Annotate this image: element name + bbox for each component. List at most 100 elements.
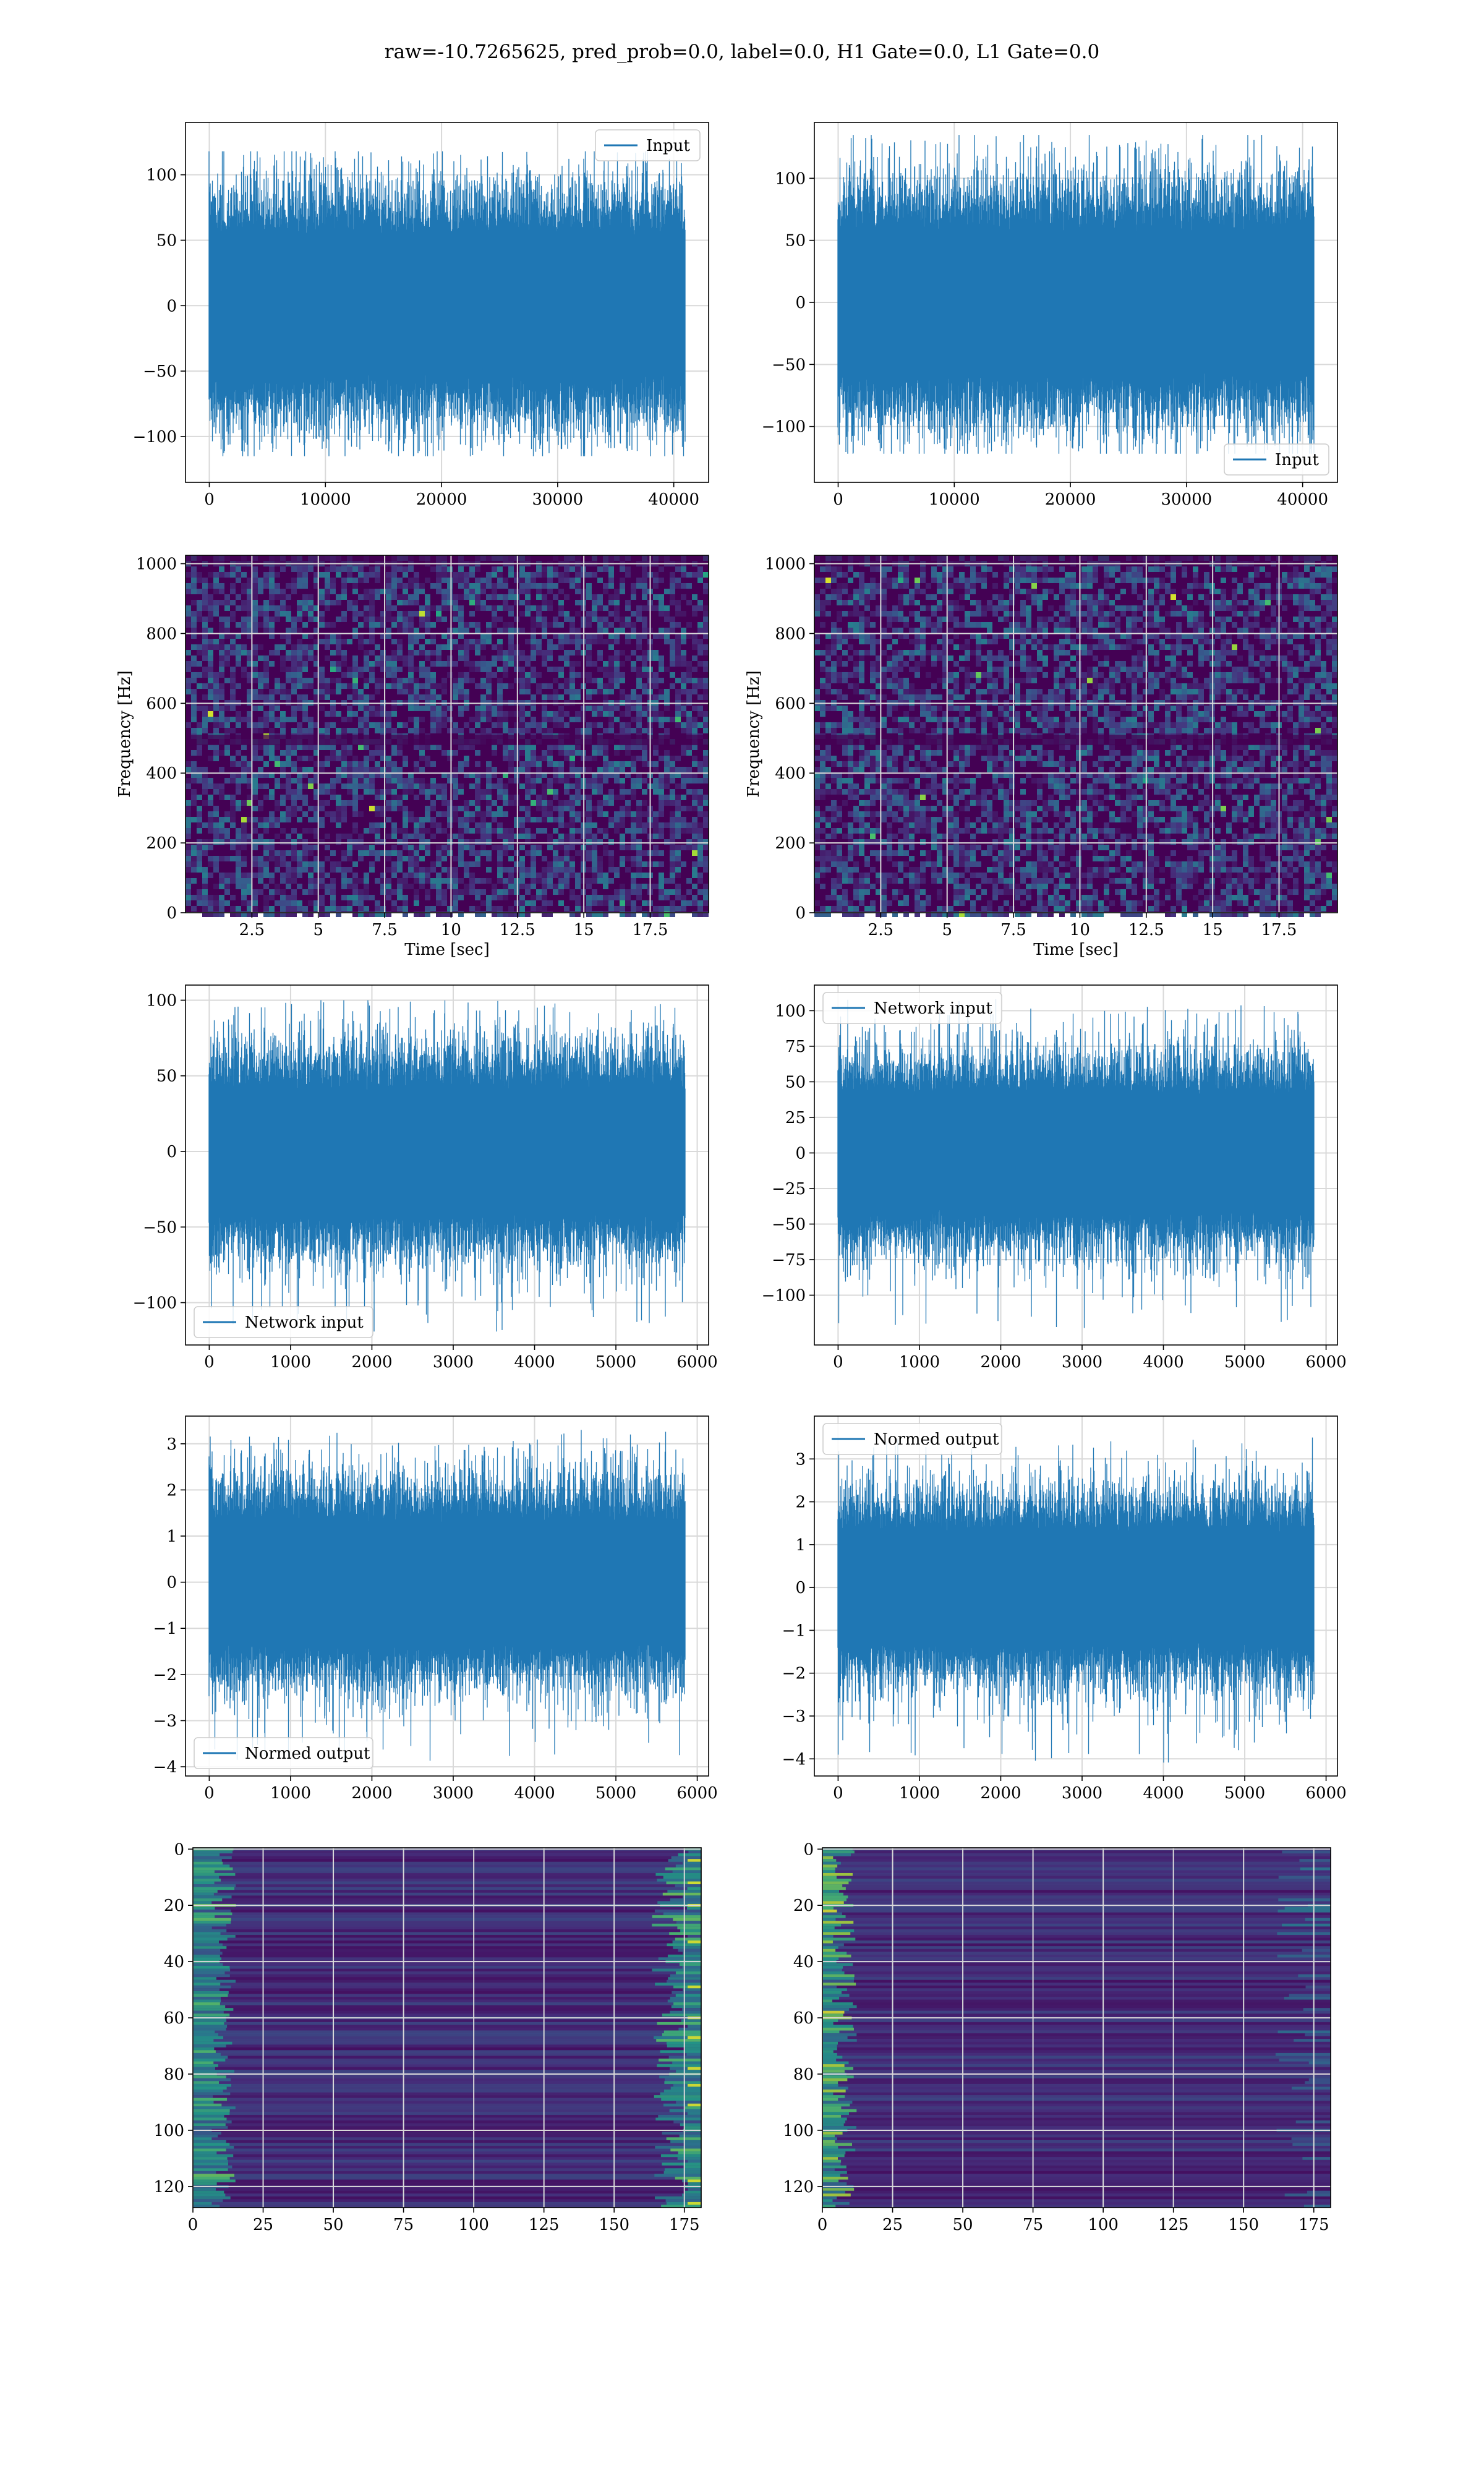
heatmap-cell bbox=[391, 655, 397, 661]
heatmap-cell bbox=[275, 889, 280, 895]
heatmap-cell bbox=[486, 828, 492, 834]
heatmap-cell bbox=[525, 850, 531, 856]
heatmap-cell bbox=[1237, 589, 1243, 594]
heatmap-cell bbox=[898, 650, 903, 655]
heatmap-cell bbox=[347, 639, 352, 644]
heatmap-cell bbox=[898, 594, 903, 600]
heatmap-cell bbox=[375, 761, 380, 767]
heatmap-cell bbox=[959, 594, 965, 600]
heatmap-cell bbox=[1221, 628, 1226, 633]
heatmap-cell bbox=[503, 722, 508, 728]
heatmap-cell bbox=[675, 717, 681, 722]
heatmap-cell bbox=[213, 589, 219, 594]
heatmap-cell bbox=[553, 694, 558, 700]
heatmap-cell bbox=[453, 683, 458, 689]
heatmap-cell bbox=[686, 789, 692, 795]
heatmap-cell bbox=[492, 706, 497, 711]
heatmap-cell bbox=[319, 861, 325, 867]
heatmap-cell bbox=[636, 850, 642, 856]
x-tick-label: 30000 bbox=[532, 490, 584, 509]
heatmap-cell bbox=[414, 589, 419, 594]
heatmap-cell bbox=[825, 644, 831, 650]
heatmap-cell bbox=[1326, 605, 1332, 611]
heatmap-cell bbox=[503, 845, 508, 850]
y-tick-label: −50 bbox=[772, 356, 806, 374]
heatmap-cell bbox=[859, 617, 864, 622]
heatmap-cell bbox=[525, 806, 531, 811]
heatmap-cell bbox=[425, 895, 430, 900]
heatmap-cell bbox=[686, 806, 692, 811]
heatmap-cell bbox=[430, 878, 436, 884]
legend-label: Input bbox=[1275, 451, 1319, 469]
heatmap-cell bbox=[1221, 644, 1226, 650]
heatmap-cell bbox=[297, 867, 302, 873]
heatmap-cell bbox=[414, 817, 419, 822]
heatmap-cell bbox=[525, 661, 531, 667]
heatmap-cell bbox=[352, 583, 358, 589]
heatmap-cell bbox=[519, 711, 525, 717]
heatmap-cell bbox=[564, 678, 569, 683]
heatmap-cell bbox=[430, 783, 436, 789]
heatmap-cell bbox=[286, 900, 291, 906]
heatmap-cell bbox=[241, 667, 247, 672]
heatmap-cell bbox=[347, 667, 352, 672]
heatmap-cell bbox=[586, 756, 592, 761]
heatmap-cell bbox=[375, 722, 380, 728]
heatmap-cell bbox=[358, 611, 364, 617]
heatmap-cell bbox=[480, 583, 486, 589]
heatmap-cell bbox=[430, 661, 436, 667]
heatmap-cell bbox=[664, 750, 670, 756]
heatmap-cell bbox=[525, 795, 531, 800]
heatmap-cell bbox=[547, 817, 553, 822]
heatmap-cell bbox=[636, 889, 642, 895]
heatmap-cell bbox=[197, 661, 202, 667]
heatmap-cell bbox=[219, 750, 224, 756]
heatmap-cell bbox=[659, 828, 664, 834]
heatmap-cell bbox=[1187, 605, 1193, 611]
heatmap-cell bbox=[408, 689, 414, 694]
heatmap-cell bbox=[219, 884, 224, 889]
heatmap-cell bbox=[842, 583, 848, 589]
heatmap-cell bbox=[263, 906, 269, 911]
heatmap-cell bbox=[1204, 572, 1209, 578]
heatmap-cell bbox=[1093, 611, 1098, 617]
heatmap-cell bbox=[375, 906, 380, 911]
heatmap-cell bbox=[464, 884, 469, 889]
heatmap-cell bbox=[920, 644, 926, 650]
heatmap-cell bbox=[1304, 578, 1310, 583]
heatmap-cell bbox=[659, 717, 664, 722]
heatmap-cell bbox=[475, 661, 480, 667]
heatmap-cell bbox=[1020, 639, 1026, 644]
heatmap-cell bbox=[330, 639, 336, 644]
heatmap-cell bbox=[224, 750, 230, 756]
heatmap-cell bbox=[959, 644, 965, 650]
heatmap-cell bbox=[631, 900, 636, 906]
heatmap-cell bbox=[542, 828, 547, 834]
heatmap-cell bbox=[675, 611, 681, 617]
heatmap-cell bbox=[675, 756, 681, 761]
heatmap-cell bbox=[659, 878, 664, 884]
heatmap-cell bbox=[642, 650, 647, 655]
heatmap-cell bbox=[503, 650, 508, 655]
heatmap-cell bbox=[447, 834, 453, 839]
heatmap-cell bbox=[336, 834, 341, 839]
heatmap-cell bbox=[230, 644, 236, 650]
heatmap-cell bbox=[1031, 566, 1037, 572]
heatmap-cell bbox=[519, 867, 525, 873]
heatmap-cell bbox=[569, 678, 575, 683]
heatmap-cell bbox=[675, 661, 681, 667]
heatmap-cell bbox=[564, 750, 569, 756]
heatmap-cell bbox=[213, 728, 219, 733]
heatmap-cell bbox=[825, 578, 831, 583]
heatmap-cell bbox=[586, 845, 592, 850]
heatmap-cell bbox=[197, 750, 202, 756]
heatmap-cell bbox=[369, 694, 375, 700]
heatmap-cell bbox=[1254, 622, 1260, 628]
heatmap-cell bbox=[236, 806, 241, 811]
heatmap-cell bbox=[408, 783, 414, 789]
heatmap-cell bbox=[419, 583, 425, 589]
heatmap-cell bbox=[403, 617, 408, 622]
heatmap-cell bbox=[263, 745, 269, 750]
heatmap-cell bbox=[948, 572, 953, 578]
heatmap-cell bbox=[597, 566, 603, 572]
